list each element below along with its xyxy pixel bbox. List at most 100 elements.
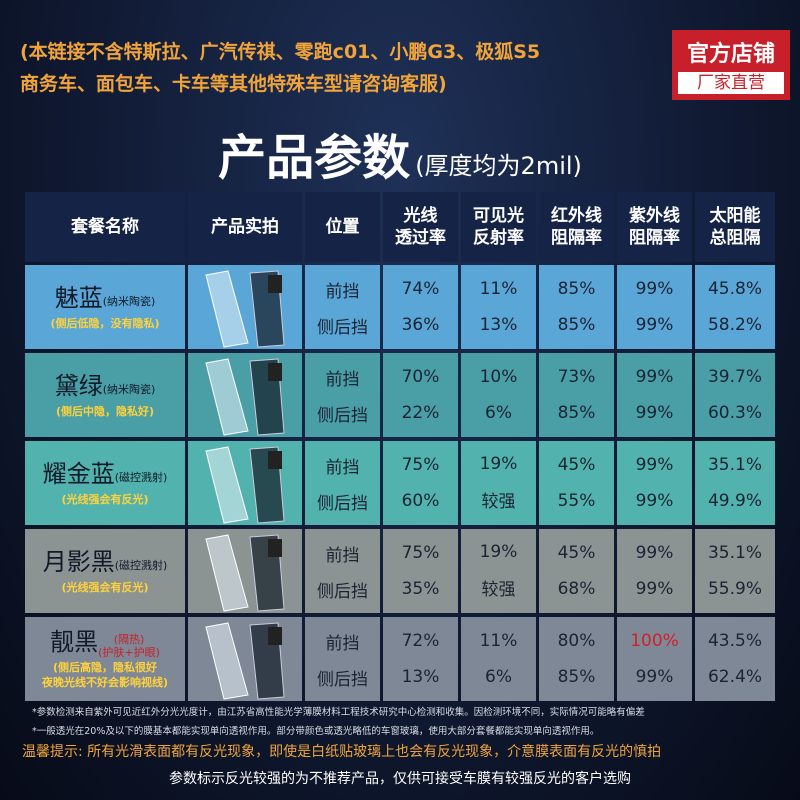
value: 99% — [635, 279, 674, 299]
closing: 参数标示反光较强的为不推荐产品，仅供可接受车膜有较强反光的客户选购 — [169, 771, 631, 787]
header-cell: 红外线 阻隔率 — [539, 192, 614, 262]
value: 73% — [557, 367, 596, 387]
product-note: (光线强会有反光) — [61, 492, 149, 506]
header-text: 阻隔率 — [629, 228, 680, 248]
header-text: 透过率 — [395, 228, 446, 248]
value-cell: 99% 99% — [617, 529, 692, 613]
value: 99% — [635, 579, 674, 599]
position: 前挡 — [325, 457, 360, 478]
product-note: (侧后低隐，没有隐私) — [50, 316, 160, 330]
value: 60% — [401, 491, 440, 511]
position-cell: 前挡 侧后挡 — [305, 529, 380, 613]
product-tech: (纳米陶瓷) — [102, 294, 156, 308]
position: 侧后挡 — [317, 493, 368, 514]
value: 35.1% — [707, 543, 762, 563]
notice-line: (本链接不含特斯拉、广汽传祺、零跑c01、小鹏G3、极狐S5 — [20, 41, 541, 63]
value: 55% — [557, 491, 596, 511]
value-cell: 10% 6% — [461, 353, 536, 437]
notice: (本链接不含特斯拉、广汽传祺、零跑c01、小鹏G3、极狐S5 商务车、面包车、卡… — [20, 36, 540, 100]
footnote: *一般透光在20%及以下的膜基本都能实现单向透视作用。部分带颜色或透光略低的车窗… — [32, 726, 600, 737]
product-name: 耀金蓝 — [42, 461, 115, 488]
value: 较强 — [481, 580, 516, 601]
position: 侧后挡 — [317, 581, 368, 602]
value-cell: 35.1% 49.9% — [695, 441, 775, 525]
value-cell: 39.7% 60.3% — [695, 353, 775, 437]
badge-subtitle: 厂家直营 — [678, 72, 784, 94]
position-cell: 前挡 侧后挡 — [305, 617, 380, 701]
value: 85% — [557, 667, 596, 687]
value-cell: 73% 85% — [539, 353, 614, 437]
header-cell: 太阳能 总阻隔 — [695, 192, 775, 262]
product-note: (光线强会有反光) — [61, 580, 149, 594]
value: 43.5% — [707, 631, 762, 651]
value: 68% — [557, 579, 596, 599]
value: 99% — [635, 315, 674, 335]
header-text: 位置 — [325, 217, 360, 237]
film-photo — [205, 270, 285, 348]
value: 较强 — [481, 492, 516, 513]
product-note: (侧后中隐，隐私好) — [55, 404, 155, 418]
value-cell: 74% 36% — [383, 265, 458, 349]
value: 75% — [401, 455, 440, 475]
value: 6% — [485, 667, 512, 687]
position-cell: 前挡 侧后挡 — [305, 265, 380, 349]
film-photo — [205, 534, 285, 612]
product-name: 魅蓝 — [54, 285, 103, 312]
value: 13% — [479, 315, 518, 335]
value-cell: 19% 较强 — [461, 529, 536, 613]
tip: 温馨提示: 所有光滑表面都有反光现象，即使是白纸贴玻璃上也会有反光现象，介意膜表… — [22, 741, 661, 761]
value: 75% — [401, 543, 440, 563]
value-cell: 80% 85% — [539, 617, 614, 701]
product-note: (侧后高隐，隐私很好 — [52, 661, 158, 674]
position: 前挡 — [325, 633, 360, 654]
value-cell: 99% 99% — [617, 353, 692, 437]
product-tech-wrap: (磁控溅射) — [115, 471, 168, 484]
value-cell: 45% 68% — [539, 529, 614, 613]
value: 45% — [557, 543, 596, 563]
value: 55.9% — [707, 579, 762, 599]
position: 前挡 — [325, 369, 360, 390]
product-title: 黛绿 (纳米陶瓷) — [55, 372, 156, 404]
value: 99% — [635, 491, 674, 511]
value: 36% — [401, 315, 440, 335]
value-cell: 35.1% 55.9% — [695, 529, 775, 613]
footnotes: *参数检测来自紫外可见近红外分光光度计，由江苏省高性能光学薄膜材料工程技术研究中… — [32, 703, 645, 741]
photo-cell — [188, 617, 302, 701]
header-text: 太阳能 — [709, 206, 761, 226]
product-cell: 魅蓝 (纳米陶瓷) (侧后低隐，没有隐私) — [25, 265, 185, 349]
value: 11% — [479, 631, 518, 651]
header-text: 总阻隔 — [709, 228, 761, 248]
position: 侧后挡 — [317, 405, 368, 426]
product-title: 靓黑 (隔热) (护肤+护眼) — [50, 628, 160, 660]
product-tech: (磁控溅射) — [114, 470, 168, 484]
value-cell: 43.5% 62.4% — [695, 617, 775, 701]
header-text: 套餐名称 — [71, 217, 139, 237]
badge: 官方店铺 厂家直营 — [672, 30, 790, 100]
product-tech-wrap: (纳米陶瓷) — [103, 295, 156, 308]
value: 39.7% — [707, 367, 762, 387]
value: 19% — [479, 453, 518, 474]
product-cell: 靓黑 (隔热) (护肤+护眼) (侧后高隐，隐私很好 夜晚光线不好会影响视线) — [25, 617, 185, 701]
value: 85% — [557, 279, 596, 299]
photo-cell — [188, 353, 302, 437]
header-text: 反射率 — [473, 228, 524, 248]
position: 侧后挡 — [317, 317, 368, 338]
tip-text: 所有光滑表面都有反光现象，即使是白纸贴玻璃上也会有反光现象，介意膜表面有反光的慎… — [87, 744, 662, 760]
product-tech-wrap: (隔热) (护肤+护眼) — [98, 633, 160, 659]
product-title: 魅蓝 (纳米陶瓷) — [55, 284, 156, 316]
value: 100% — [630, 631, 679, 651]
value: 72% — [401, 631, 440, 651]
header-text: 产品实拍 — [211, 217, 279, 237]
value: 74% — [401, 279, 440, 299]
value-cell: 11% 6% — [461, 617, 536, 701]
product-note: 夜晚光线不好会影响视线) — [41, 676, 169, 689]
product-title: 耀金蓝 (磁控溅射) — [43, 460, 168, 492]
value: 80% — [557, 631, 596, 651]
header-cell: 紫外线 阻隔率 — [617, 192, 692, 262]
header-cell: 产品实拍 — [188, 192, 302, 262]
photo-cell — [188, 441, 302, 525]
value-cell: 45% 55% — [539, 441, 614, 525]
heading-title: 产品参数 — [218, 130, 411, 186]
photo-cell — [188, 265, 302, 349]
value: 10% — [479, 367, 518, 387]
